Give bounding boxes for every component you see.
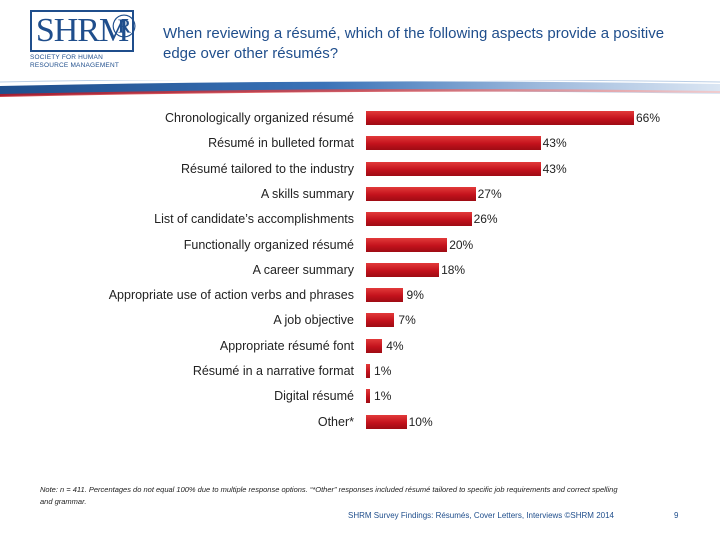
category-label: Chronologically organized résumé [165, 111, 354, 125]
bar [366, 111, 634, 125]
bar [366, 262, 440, 277]
category-label: A career summary [252, 262, 354, 277]
page-number: 9 [674, 511, 679, 520]
category-label: List of candidate’s accomplishments [154, 212, 354, 227]
value-label: 7% [398, 313, 416, 328]
registered-mark: ® [111, 8, 137, 45]
shrm-logo-mark: SHRM ® [30, 8, 137, 52]
category-label: Functionally organized résumé [183, 237, 354, 252]
bar [366, 136, 541, 151]
shrm-logo-text: SHRM [35, 12, 129, 49]
bar [366, 364, 371, 378]
footer-source: SHRM Survey Findings: Résumés, Cover Let… [348, 511, 614, 520]
value-label: 18% [441, 262, 466, 277]
category-label: Résumé in bulleted format [208, 136, 354, 151]
bar [366, 389, 371, 404]
value-label: 26% [473, 212, 498, 227]
category-label: Appropriate résumé font [219, 338, 354, 353]
bar [366, 237, 448, 252]
bar [366, 313, 395, 328]
shrm-logo: SHRM ® Society for Human Resource Manage… [30, 8, 137, 76]
category-label: Other* [317, 414, 354, 429]
value-label: 66% [636, 111, 661, 125]
category-label: Digital résumé [274, 389, 354, 404]
footnote: Note: n = 411. Percentages do not equal … [40, 485, 618, 506]
category-label: A skills summary [260, 186, 354, 201]
header-swoosh [0, 80, 720, 97]
value-label: 43% [542, 136, 567, 151]
bar [366, 212, 472, 227]
bar [366, 186, 476, 201]
value-label: 10% [408, 414, 433, 429]
bar [366, 161, 541, 176]
bar [366, 414, 407, 429]
value-label: 9% [406, 288, 424, 303]
shrm-logo-subtitle: Society for Human Resource Management [30, 54, 120, 69]
category-label: Appropriate use of action verbs and phra… [108, 288, 354, 303]
header-decorative-band [0, 80, 720, 100]
bar [366, 288, 403, 303]
bar [366, 338, 383, 353]
value-label: 1% [374, 389, 392, 404]
category-label: Résumé tailored to the industry [180, 161, 354, 176]
value-label: 43% [542, 161, 567, 176]
category-label: A job objective [273, 313, 354, 328]
chart-title: When reviewing a résumé, which of the fo… [163, 25, 665, 62]
bar-chart: Chronologically organized résumé 66% Résum… [0, 108, 720, 448]
value-label: 27% [477, 186, 502, 201]
value-label: 1% [374, 364, 392, 378]
value-label: 20% [449, 237, 474, 252]
category-label: Résumé in a narrative format [192, 364, 354, 378]
value-label: 4% [386, 338, 404, 353]
